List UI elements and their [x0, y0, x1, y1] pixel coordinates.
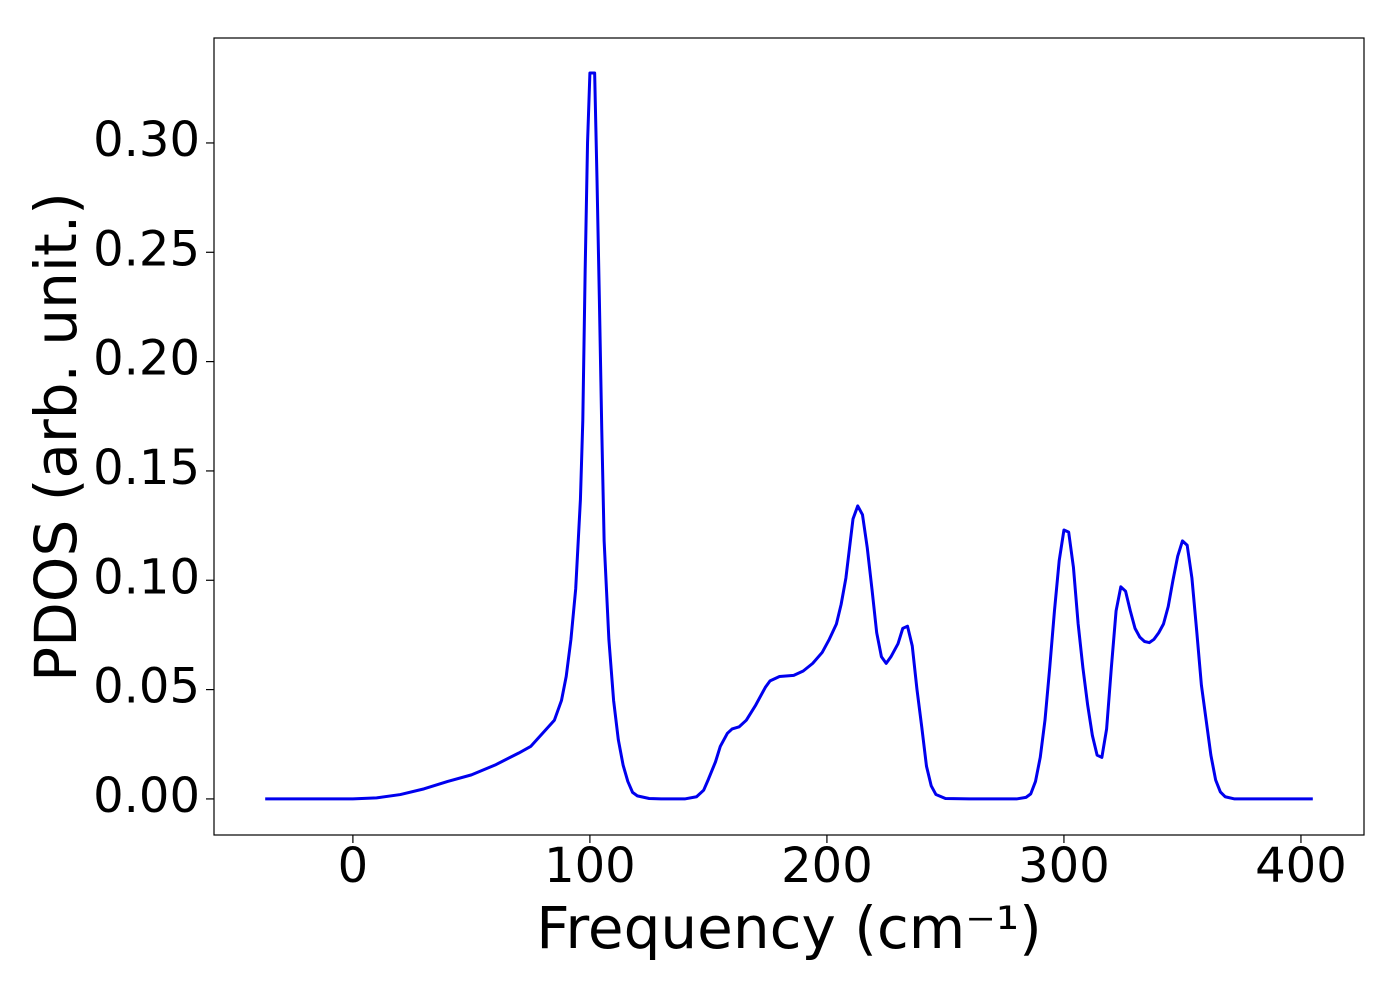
y-tick-label: 0.30	[93, 112, 200, 168]
y-tick-label: 0.10	[93, 549, 200, 605]
y-tick-label: 0.25	[93, 221, 200, 277]
y-tick-label: 0.00	[93, 768, 200, 824]
x-tick-label: 0	[338, 838, 369, 894]
x-tick-label: 400	[1255, 838, 1347, 894]
y-tick-label: 0.15	[93, 440, 200, 496]
y-axis-label: PDOS (arb. unit.)	[22, 192, 90, 682]
x-tick-label: 100	[544, 838, 636, 894]
x-tick-label: 300	[1018, 838, 1110, 894]
x-tick-label: 200	[781, 838, 873, 894]
y-tick-label: 0.20	[93, 331, 200, 387]
plot-frame	[213, 37, 1365, 836]
x-axis-label: Frequency (cm⁻¹)	[536, 894, 1042, 962]
line-series	[265, 71, 1313, 801]
y-tick-label: 0.05	[93, 659, 200, 715]
